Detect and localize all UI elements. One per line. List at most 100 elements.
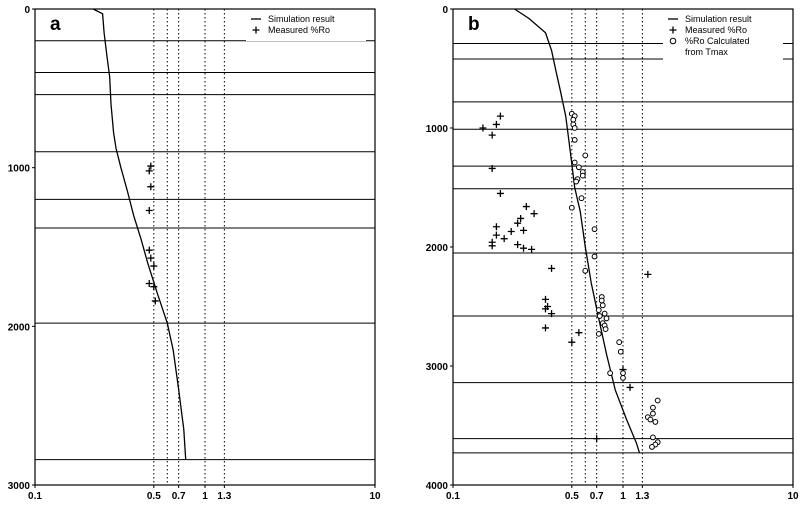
x-tick-label: 0.7 [590, 491, 604, 502]
calculated-ro-point [595, 307, 602, 313]
calculated-ro-point [620, 375, 626, 381]
measured-ro-point [147, 162, 155, 170]
calculated-ro-point [582, 152, 589, 159]
calculated-ro-point [616, 339, 623, 346]
calculated-ro-point [647, 416, 654, 423]
measured-ro-point [496, 189, 504, 197]
y-tick-label: 1000 [8, 164, 31, 175]
measured-ro-point [541, 295, 549, 303]
panel-letter: b [468, 14, 480, 35]
measured-ro-point [488, 131, 496, 139]
legend-plus-swatch [252, 26, 260, 34]
legend-label: %Ro Calculated [685, 36, 750, 46]
calculated-ro-point [575, 164, 582, 171]
legend-label: Simulation result [685, 14, 752, 24]
measured-ro-point [517, 214, 525, 222]
measured-ro-point [145, 246, 153, 254]
calculated-ro-point [568, 204, 575, 211]
legend-label: Measured %Ro [268, 25, 330, 35]
measured-ro-point [500, 235, 508, 243]
measured-ro-point [492, 120, 500, 128]
measured-ro-point [644, 270, 652, 278]
calculated-ro-point [603, 315, 610, 322]
measured-ro-point [145, 207, 153, 215]
calculated-ro-point [599, 302, 606, 309]
calculated-ro-point [595, 330, 602, 337]
x-tick-label: 1 [620, 491, 626, 502]
calculated-ro-point [601, 310, 608, 317]
legend-label: from Tmax [685, 47, 728, 57]
measured-ro-point [145, 167, 153, 175]
measured-ro-point [522, 203, 530, 211]
measured-ro-point [528, 245, 536, 253]
calculated-ro-point [650, 410, 656, 417]
measured-ro-point [507, 228, 515, 236]
calculated-ro-point [582, 267, 589, 274]
x-tick-label: 1.3 [635, 491, 649, 502]
x-tick-label: 0.7 [172, 491, 186, 502]
measured-ro-point [151, 297, 159, 305]
measured-ro-point [568, 338, 576, 346]
x-tick-label: 0.1 [446, 491, 460, 502]
calculated-ro-point [652, 419, 659, 425]
measured-ro-point [541, 305, 549, 313]
x-tick-label: 1 [202, 491, 208, 502]
calculated-ro-point [620, 370, 626, 377]
measured-ro-point [145, 279, 153, 287]
calculated-ro-point [573, 178, 580, 185]
x-tick-label: 0.5 [147, 491, 161, 502]
measured-ro-point [479, 124, 487, 132]
measured-ro-point [530, 210, 538, 218]
x-tick-label: 10 [369, 491, 381, 502]
measured-ro-point [548, 264, 556, 272]
calculated-ro-point [617, 348, 624, 355]
measured-ro-point [492, 231, 500, 239]
y-tick-label: 2000 [8, 322, 31, 333]
calculated-ro-point [571, 159, 578, 166]
panel-letter: a [50, 14, 61, 35]
measured-ro-point [492, 223, 500, 231]
measured-ro-point [150, 283, 158, 291]
calculated-ro-point [571, 137, 578, 143]
calculated-ro-point [570, 116, 577, 123]
calculated-ro-point [579, 172, 586, 179]
calculated-ro-point [602, 326, 609, 333]
measured-ro-point [488, 164, 496, 172]
measured-ro-point [514, 219, 522, 227]
calculated-ro-point [607, 370, 614, 377]
calculated-ro-point [591, 253, 598, 260]
x-tick-label: 0.5 [565, 491, 579, 502]
measured-ro-point [520, 244, 528, 252]
measured-ro-point [488, 242, 496, 250]
x-tick-label: 1.3 [217, 491, 231, 502]
y-tick-label: 4000 [426, 481, 449, 492]
legend-label: Measured %Ro [685, 25, 747, 35]
y-tick-label: 1000 [426, 124, 449, 135]
calculated-ro-point [591, 226, 598, 233]
legend-label: Simulation result [268, 14, 335, 24]
measured-ro-point [541, 324, 549, 332]
measured-ro-point [147, 183, 155, 191]
measured-ro-point [514, 241, 522, 249]
measured-ro-point [575, 329, 583, 337]
simulation-curve [92, 8, 187, 460]
legend-plus-swatch [669, 26, 677, 34]
legend-box [663, 13, 783, 63]
calculated-ro-point [649, 444, 655, 450]
calculated-ro-point [571, 125, 578, 131]
x-tick-label: 0.1 [28, 491, 42, 502]
measured-ro-point [147, 254, 155, 262]
y-tick-label: 3000 [8, 481, 31, 492]
measured-ro-point [593, 435, 601, 443]
measured-ro-point [150, 262, 158, 270]
measured-ro-point [520, 226, 528, 234]
calculated-ro-point [598, 297, 605, 304]
y-tick-label: 2000 [426, 243, 449, 254]
y-tick-label: 0 [24, 5, 30, 16]
legend-circle-swatch [669, 37, 677, 45]
